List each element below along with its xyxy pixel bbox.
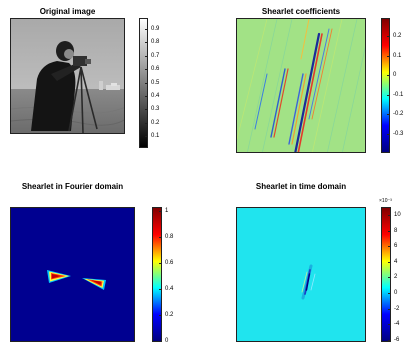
colorbar-tick-mark bbox=[388, 339, 391, 341]
colorbar-tick-label: 0.9 bbox=[151, 26, 160, 32]
colorbar-tick-mark bbox=[145, 136, 148, 138]
panel-title-shearlet-coefficients: Shearlet coefficients bbox=[261, 7, 341, 16]
shearlet-coefficients-image bbox=[236, 18, 366, 153]
colorbar-tick-mark bbox=[388, 230, 391, 232]
colorbar-tick-label: 6 bbox=[394, 243, 398, 250]
colorbar-tick-label: 0 bbox=[393, 72, 397, 78]
colorbar-tick-mark bbox=[145, 96, 148, 97]
colorbar-tick-label: 0.4 bbox=[151, 93, 160, 99]
shearlet-coefficients-plot bbox=[237, 19, 365, 152]
colorbar-tick-label: 2 bbox=[394, 274, 398, 281]
colorbar-tick-mark bbox=[388, 308, 391, 310]
colorbar-tick-mark bbox=[159, 315, 162, 316]
colorbar-tick-mark bbox=[387, 55, 390, 57]
colorbar-tick-mark bbox=[159, 211, 162, 212]
colorbar-tick-mark bbox=[145, 122, 148, 124]
colorbar-tick-label: -2 bbox=[394, 305, 400, 312]
colorbar-tick-mark bbox=[387, 94, 390, 96]
shearlet-time-plot bbox=[237, 208, 365, 341]
colorbar-tick-label: 0.2 bbox=[393, 33, 402, 39]
colorbar-tick-mark bbox=[387, 133, 390, 135]
colorbar-tick-mark bbox=[387, 36, 390, 37]
colorbar-tick-label: 0.8 bbox=[165, 234, 174, 240]
panel-title-original-image: Original image bbox=[39, 7, 96, 16]
colorbar-tick-mark bbox=[388, 246, 391, 248]
colorbar-tick-mark bbox=[388, 261, 391, 263]
colorbar-tick-label: -6 bbox=[394, 336, 400, 343]
colorbar-tick-mark bbox=[159, 263, 162, 264]
colorbar-tick-mark bbox=[159, 289, 162, 290]
colorbar-tick-mark bbox=[388, 293, 391, 294]
colorbar-tick-label: -0.2 bbox=[393, 111, 404, 117]
colorbar-tick-label: 0.3 bbox=[151, 106, 160, 113]
colorbar-tick-label: 0.4 bbox=[165, 286, 174, 292]
colorbar-tick-label: 0.7 bbox=[151, 52, 160, 59]
colorbar-tick-label: -4 bbox=[394, 321, 400, 328]
colorbar-tick-label: -0.3 bbox=[393, 130, 404, 137]
colorbar-tick-label: 0.5 bbox=[151, 79, 160, 86]
colorbar-tick-label: 1 bbox=[165, 208, 169, 214]
colorbar-tick-mark bbox=[388, 215, 391, 216]
colorbar-tick-label: 0.8 bbox=[151, 39, 160, 46]
colorbar-tick-label: 0.1 bbox=[151, 133, 160, 140]
colorbar-tick-mark bbox=[145, 55, 148, 57]
colorbar-tick-label: 0.2 bbox=[151, 119, 160, 126]
shearlet-time-image bbox=[236, 207, 366, 342]
colorbar-tick-label: 8 bbox=[394, 227, 398, 234]
panel-title-shearlet-fourier: Shearlet in Fourier domain bbox=[21, 182, 124, 191]
colorbar-tick-label: 4 bbox=[394, 258, 398, 265]
colorbar-tick-label: 0.6 bbox=[165, 260, 174, 266]
shearlet-fourier-image bbox=[10, 207, 135, 342]
original-image bbox=[10, 18, 125, 134]
colorbar-tick-label: 0 bbox=[165, 338, 169, 344]
colorbar-tick-label: -0.1 bbox=[393, 91, 404, 98]
colorbar-tick-mark bbox=[388, 277, 391, 279]
colorbar-tick-mark bbox=[145, 29, 148, 30]
colorbar-tick-mark bbox=[145, 42, 148, 44]
colorbar-tick-mark bbox=[388, 324, 391, 326]
cameraman-picture bbox=[11, 19, 124, 133]
shearlet-fourier-plot bbox=[11, 208, 134, 341]
colorbar-tick-label: 0.6 bbox=[151, 66, 160, 73]
colorbar-tick-mark bbox=[159, 341, 162, 342]
colorbar-shearlet-time bbox=[381, 207, 391, 342]
colorbar-shearlet-coefficients bbox=[381, 18, 390, 153]
colorbar-tick-mark bbox=[145, 69, 148, 71]
colorbar-tick-mark bbox=[145, 109, 148, 111]
colorbar-tick-label: 10 bbox=[394, 212, 401, 218]
colorbar-tick-mark bbox=[159, 237, 162, 238]
colorbar-tick-label: 0.2 bbox=[165, 312, 174, 318]
colorbar-exponent-label: ×10⁻³ bbox=[379, 198, 392, 204]
colorbar-tick-label: 0.1 bbox=[393, 52, 402, 59]
colorbar-shearlet-fourier bbox=[152, 207, 162, 342]
colorbar-tick-mark bbox=[145, 82, 148, 84]
panel-title-shearlet-time: Shearlet in time domain bbox=[255, 182, 347, 191]
colorbar-tick-mark bbox=[387, 114, 390, 115]
colorbar-tick-label: 0 bbox=[394, 290, 398, 296]
colorbar-tick-mark bbox=[387, 75, 390, 76]
